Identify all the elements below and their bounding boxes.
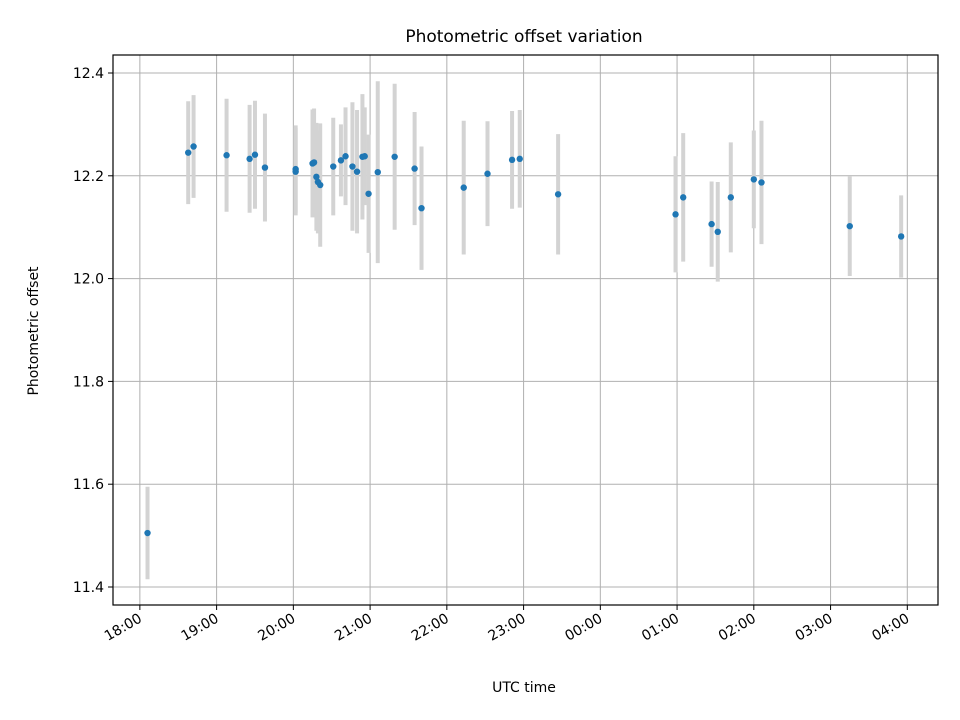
data-point (714, 228, 721, 236)
data-point (361, 153, 368, 160)
y-tick-label: 11.4 (73, 580, 104, 596)
data-point (897, 233, 905, 240)
data-point (727, 194, 734, 201)
data-points (144, 143, 905, 537)
data-point (374, 168, 381, 176)
data-point (672, 211, 679, 218)
data-point (337, 157, 345, 164)
plot-frame (112, 54, 939, 606)
data-point (292, 168, 299, 175)
data-point (411, 165, 418, 172)
data-point (484, 170, 491, 177)
data-point (261, 164, 269, 171)
data-point (342, 153, 349, 160)
data-point (846, 222, 853, 230)
data-point (251, 151, 259, 158)
data-point (508, 156, 516, 164)
data-point (516, 155, 523, 163)
data-point (365, 190, 372, 197)
data-point (190, 143, 197, 150)
data-point (313, 173, 320, 181)
data-point (349, 163, 356, 170)
data-point (680, 194, 687, 201)
data-point (317, 181, 324, 189)
y-tick-label: 11.6 (73, 477, 104, 493)
data-point (330, 163, 337, 170)
chart-title: Photometric offset variation (405, 27, 642, 47)
y-tick-label: 12.0 (73, 272, 104, 288)
data-point (554, 191, 562, 198)
data-point (185, 149, 192, 156)
y-axis-ticks: 11.4 11.6 11.8 12.0 12.2 12.4 (73, 66, 113, 596)
data-point (223, 152, 230, 159)
grid (113, 55, 938, 605)
data-point (758, 179, 765, 186)
y-axis-label: Photometric offset (26, 266, 42, 396)
data-point (144, 529, 151, 537)
x-axis-label: UTC time (492, 680, 556, 696)
data-point (460, 184, 467, 191)
data-point (310, 159, 318, 166)
y-tick-label: 12.4 (73, 66, 104, 82)
data-point (750, 176, 758, 183)
y-tick-label: 12.2 (73, 169, 104, 185)
data-point (391, 153, 398, 160)
data-point (246, 155, 253, 163)
data-point (418, 204, 425, 212)
data-point (708, 220, 715, 228)
y-tick-label: 11.8 (73, 374, 104, 390)
data-point (353, 168, 361, 175)
